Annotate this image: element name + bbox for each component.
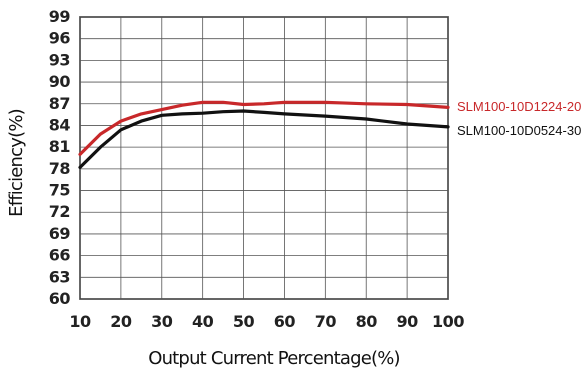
- series-line-2: [78, 109, 450, 169]
- y-tick-label: 96: [49, 29, 71, 48]
- plot-area: [79, 16, 449, 300]
- y-tick-label: 63: [49, 267, 70, 286]
- y-tick-label: 90: [49, 72, 71, 91]
- y-tick-label: 84: [49, 115, 71, 134]
- x-tick-labels: 10 20 30 40 50 60 70 80 90 100: [69, 312, 464, 331]
- y-tick-label: 93: [49, 50, 70, 69]
- y-tick-label: 60: [49, 289, 71, 308]
- y-tick-label: 78: [49, 159, 71, 178]
- x-tick-label: 20: [110, 312, 132, 331]
- x-tick-label: 100: [432, 312, 464, 331]
- y-tick-label: 99: [49, 7, 71, 26]
- y-tick-label: 87: [49, 94, 70, 113]
- y-axis-title: Efficiency(%): [6, 109, 27, 217]
- legend-label-1: SLM100-10D1224-20: [457, 99, 581, 114]
- y-tick-label: 72: [49, 202, 70, 221]
- legend: SLM100-10D1224-20 SLM100-10D0524-30: [457, 99, 581, 138]
- grid: [79, 16, 449, 300]
- series-line-1: [78, 100, 450, 156]
- y-tick-labels: 60 63 66 69 72 75 78 81 84 87 90 93 96 99: [49, 7, 71, 308]
- x-tick-label: 70: [315, 312, 337, 331]
- x-tick-label: 10: [69, 312, 91, 331]
- x-tick-label: 90: [396, 312, 418, 331]
- x-tick-label: 80: [356, 312, 378, 331]
- x-tick-label: 30: [151, 312, 173, 331]
- series-lines: [78, 100, 450, 169]
- y-tick-label: 81: [49, 137, 71, 156]
- x-tick-label: 50: [233, 312, 255, 331]
- y-tick-label: 75: [49, 181, 71, 200]
- legend-label-2: SLM100-10D0524-30: [457, 123, 581, 138]
- x-axis-title: Output Current Percentage(%): [148, 348, 400, 369]
- y-tick-label: 66: [49, 246, 71, 265]
- x-tick-label: 40: [192, 312, 214, 331]
- x-tick-label: 60: [274, 312, 296, 331]
- y-tick-label: 69: [49, 224, 71, 243]
